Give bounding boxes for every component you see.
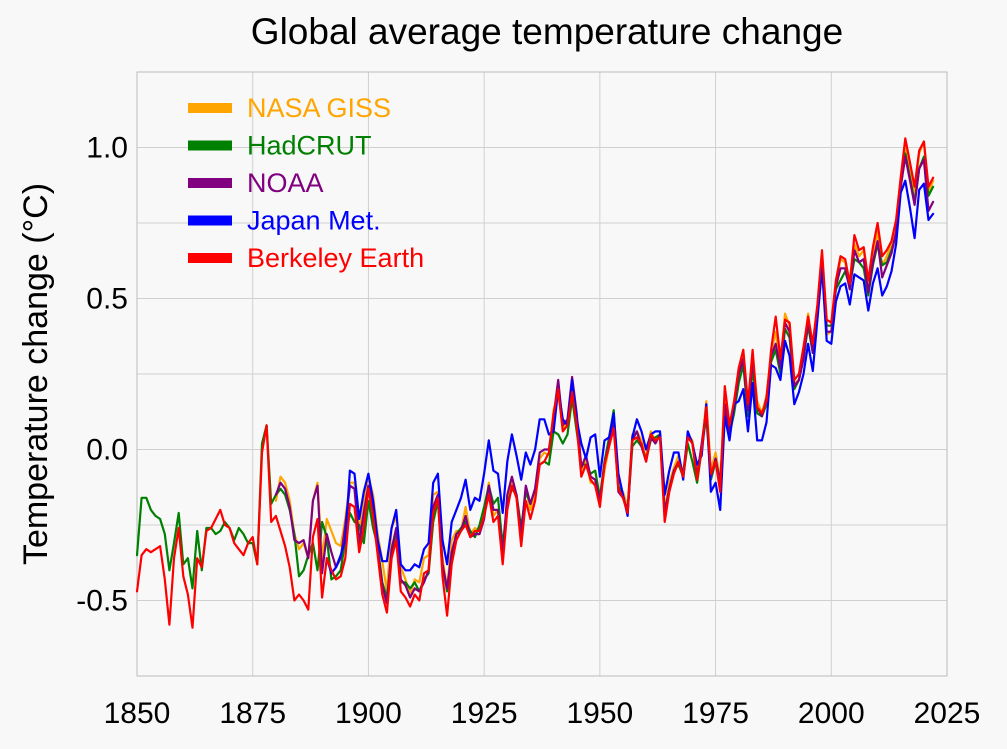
legend-label-noaa: NOAA [247, 168, 324, 198]
legend-label-nasa-giss: NASA GISS [247, 93, 391, 123]
x-tick-label: 1925 [451, 697, 518, 730]
x-tick-label: 2000 [798, 697, 865, 730]
y-tick-label: 1.0 [86, 132, 128, 165]
x-tick-label: 1850 [104, 697, 171, 730]
legend-swatch-berkeley-earth [188, 253, 232, 263]
y-tick-label: -0.5 [76, 585, 128, 618]
legend-swatch-noaa [188, 178, 232, 188]
x-tick-label: 1975 [682, 697, 749, 730]
legend: NASA GISS HadCRUT NOAA Japan Met. Berkeley E… [188, 93, 424, 273]
legend-swatch-nasa-giss [188, 103, 232, 113]
y-axis-ticks: -0.5 0.0 0.5 1.0 [76, 132, 128, 618]
x-axis-ticks: 1850 1875 1900 1925 1950 1975 2000 2025 [104, 697, 981, 730]
y-tick-label: 0.5 [86, 283, 128, 316]
legend-label-hadcrut: HadCRUT [247, 131, 372, 161]
x-tick-label: 1900 [335, 697, 402, 730]
x-tick-label: 2025 [914, 697, 981, 730]
x-tick-label: 1875 [219, 697, 286, 730]
legend-swatch-japan-met [188, 215, 232, 226]
legend-swatch-hadcrut [188, 140, 232, 151]
legend-label-berkeley-earth: Berkeley Earth [247, 243, 424, 273]
y-tick-label: 0.0 [86, 434, 128, 467]
plot-frame [136, 71, 948, 677]
legend-label-japan-met: Japan Met. [247, 206, 381, 236]
grid [137, 72, 947, 676]
y-axis-label: Temperature change (°C) [17, 183, 55, 565]
x-tick-label: 1950 [566, 697, 633, 730]
series-line-berkeley-earth [135, 137, 935, 629]
chart-title: Global average temperature change [251, 11, 843, 52]
series-layer [135, 137, 935, 629]
